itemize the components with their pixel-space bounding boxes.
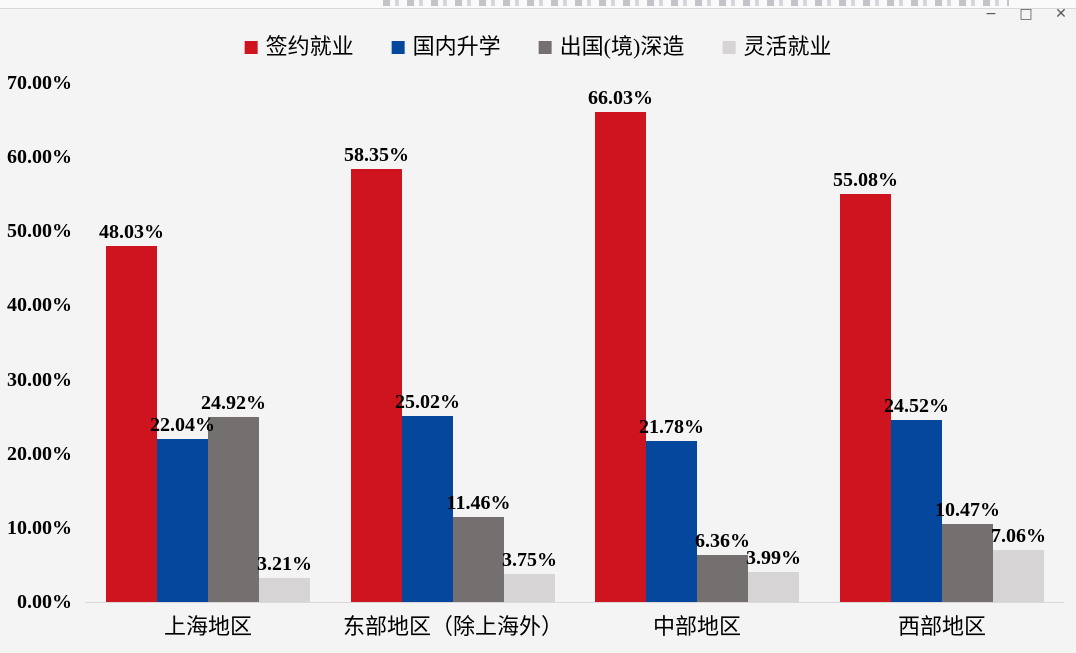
bar-value-label: 25.02% — [395, 391, 460, 414]
y-axis-tick-label: 0.00% — [17, 591, 72, 613]
x-axis-category-label: 东部地区（除上海外） — [342, 614, 564, 639]
bar-series4-group4 — [993, 549, 1044, 602]
y-axis-tick-label: 40.00% — [7, 294, 72, 317]
legend-item-4: 灵活就业 — [722, 34, 831, 60]
window-controls: − □ ✕ — [982, 4, 1070, 24]
y-axis-tick-label: 70.00% — [7, 72, 72, 94]
bar-series1-group3 — [595, 112, 646, 602]
bar-value-label: 55.08% — [833, 168, 898, 191]
legend-swatch-icon — [391, 40, 405, 54]
legend-label: 灵活就业 — [743, 34, 832, 59]
bar-value-label: 21.78% — [639, 415, 704, 438]
chart-legend: 签约就业 国内升学 出国(境)深造 灵活就业 — [244, 34, 831, 60]
bar-value-label: 3.21% — [257, 553, 312, 576]
close-icon[interactable]: ✕ — [1052, 4, 1070, 24]
bar-series3-group2 — [453, 517, 504, 602]
bar-series3-group3 — [697, 554, 748, 602]
bar-series1-group2 — [351, 169, 402, 602]
y-axis-tick-label: 50.00% — [7, 220, 72, 243]
bar-value-label: 24.52% — [884, 395, 949, 418]
bar-series4-group1 — [259, 578, 310, 602]
bar-value-label: 66.03% — [588, 87, 653, 110]
legend-label: 签约就业 — [265, 34, 354, 59]
bar-value-label: 22.04% — [150, 413, 215, 436]
titlebar-truncated-text — [383, 0, 1009, 6]
x-axis-category-label: 西部地区 — [897, 614, 987, 639]
bar-series2-group4 — [891, 420, 942, 602]
y-axis-tick-label: 60.00% — [7, 146, 72, 169]
bar-value-label: 48.03% — [99, 220, 164, 243]
bar-series3-group4 — [942, 524, 993, 602]
bar-series1-group1 — [106, 245, 157, 602]
legend-item-1: 签约就业 — [244, 34, 354, 60]
y-axis-tick-label: 20.00% — [7, 442, 72, 465]
bar-series2-group1 — [157, 438, 208, 602]
bar-value-label: 10.47% — [935, 499, 1000, 522]
bar-value-label: 6.36% — [695, 529, 750, 552]
bar-series4-group3 — [748, 572, 799, 602]
bar-value-label: 3.75% — [502, 549, 557, 572]
y-axis-tick-label: 10.00% — [7, 516, 72, 539]
legend-item-2: 国内升学 — [391, 34, 501, 60]
titlebar — [0, 0, 1076, 9]
bar-value-label: 24.92% — [201, 392, 266, 415]
minimize-icon[interactable]: − — [982, 4, 1000, 24]
legend-swatch-icon — [244, 40, 258, 54]
bar-value-label: 7.06% — [991, 524, 1046, 547]
bar-series3-group1 — [208, 417, 259, 602]
bar-series2-group3 — [646, 440, 697, 602]
legend-item-3: 出国(境)深造 — [538, 34, 685, 60]
y-axis-tick-label: 30.00% — [7, 368, 72, 391]
legend-swatch-icon — [722, 40, 736, 54]
bar-value-label: 58.35% — [344, 144, 409, 167]
bar-series4-group2 — [504, 574, 555, 602]
x-axis-category-label: 上海地区 — [163, 614, 253, 639]
legend-label: 出国(境)深造 — [559, 34, 685, 59]
legend-swatch-icon — [538, 40, 552, 54]
bar-series2-group2 — [402, 416, 453, 602]
x-axis-line — [85, 602, 1064, 603]
x-axis-category-label: 中部地区 — [652, 614, 742, 639]
bar-value-label: 11.46% — [446, 492, 511, 515]
legend-label: 国内升学 — [412, 34, 501, 59]
maximize-icon[interactable]: □ — [1017, 4, 1035, 24]
bar-series1-group4 — [840, 193, 891, 602]
bar-value-label: 3.99% — [746, 547, 801, 570]
